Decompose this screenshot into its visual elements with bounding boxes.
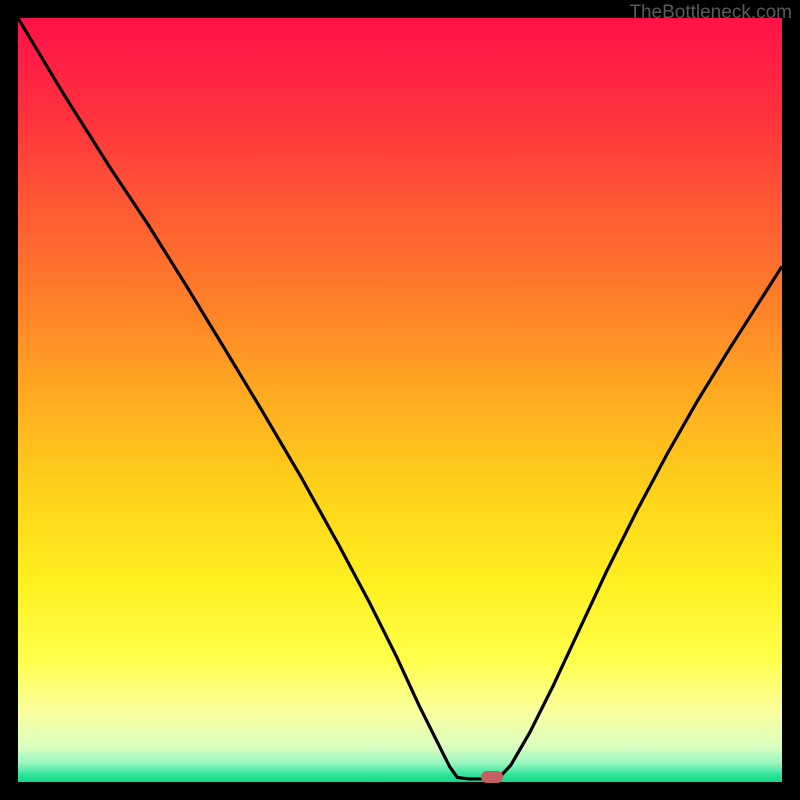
optimal-marker — [481, 771, 503, 783]
attribution-text: TheBottleneck.com — [629, 2, 792, 24]
bottleneck-curve — [18, 18, 782, 782]
plot-area — [18, 18, 782, 782]
